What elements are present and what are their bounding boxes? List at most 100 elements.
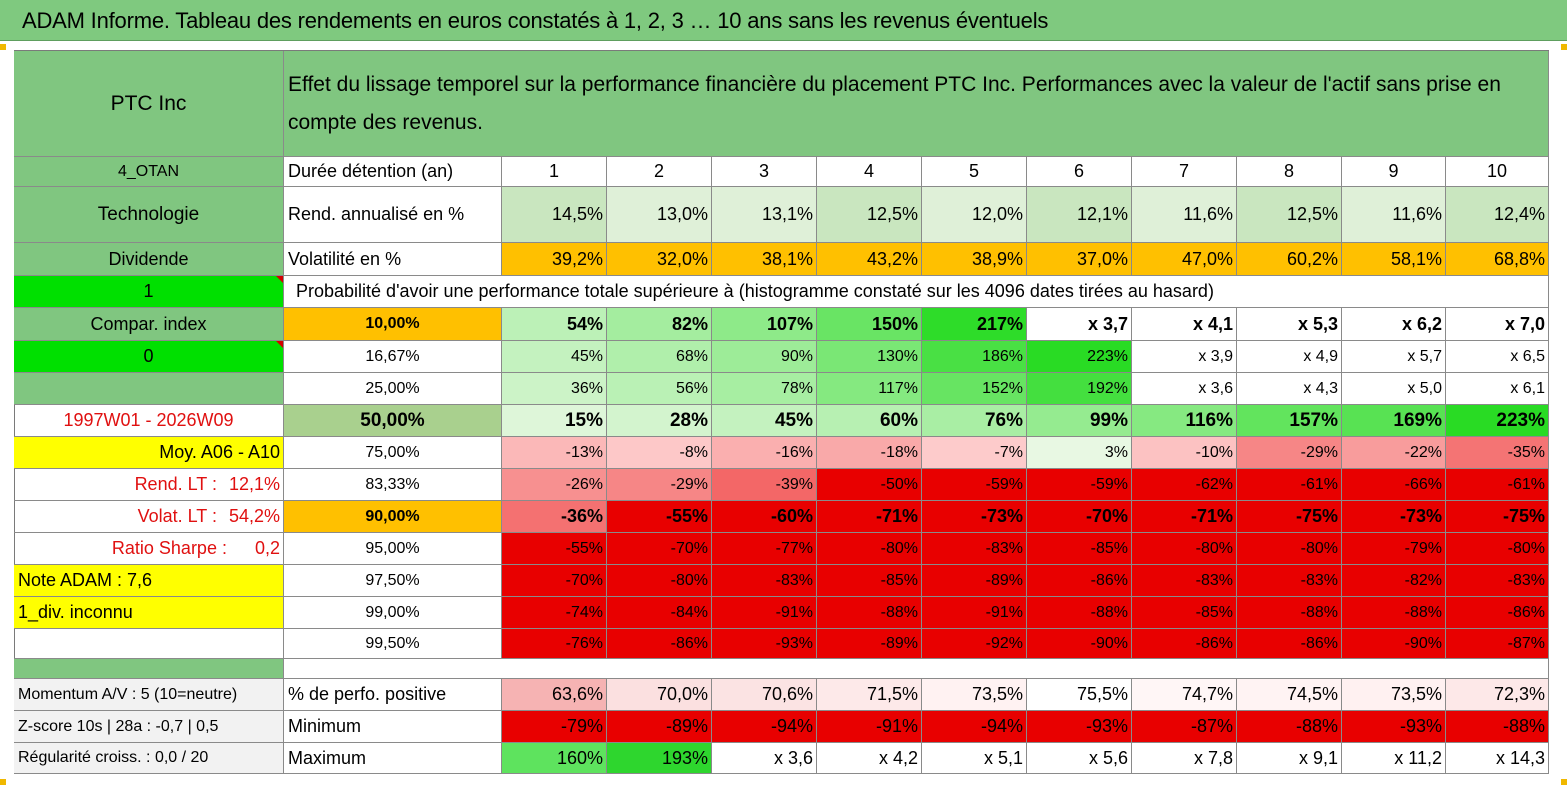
proba-cell: -85% (1027, 533, 1132, 565)
proba-cell: -85% (817, 565, 922, 597)
proba-cell: 78% (712, 373, 817, 405)
year-header: 3 (712, 157, 817, 187)
proba-cell: 3% (1027, 437, 1132, 469)
flag-one[interactable]: 1 (14, 276, 284, 308)
proba-cell: -88% (1027, 597, 1132, 629)
rend-lt-label: Rend. LT : (134, 474, 217, 494)
proba-cell: 116% (1132, 405, 1237, 437)
empty-cell (14, 629, 284, 659)
vol-cell: 38,1% (712, 243, 817, 276)
proba-cell: 107% (712, 308, 817, 341)
proba-cell: -73% (1342, 501, 1446, 533)
proba-cell: -70% (607, 533, 712, 565)
proba-cell: -88% (1342, 597, 1446, 629)
proba-threshold: 16,67% (284, 341, 502, 373)
vol-cell: 43,2% (817, 243, 922, 276)
proba-cell: -80% (1446, 533, 1549, 565)
proba-cell: -10% (1132, 437, 1237, 469)
proba-cell: 54% (502, 308, 607, 341)
perfo-pos-cell: 73,5% (1342, 679, 1446, 711)
proba-cell: x 5,7 (1342, 341, 1446, 373)
rend-cell: 13,1% (712, 187, 817, 243)
spacer-cell (284, 659, 1549, 679)
proba-cell: x 3,6 (1132, 373, 1237, 405)
minimum-cell: -88% (1446, 711, 1549, 743)
proba-threshold: 90,00% (284, 501, 502, 533)
proba-cell: 45% (502, 341, 607, 373)
rend-cell: 12,5% (1237, 187, 1342, 243)
vol-cell: 39,2% (502, 243, 607, 276)
volat-lt-label: Volat. LT : (137, 506, 217, 526)
proba-cell: -91% (922, 597, 1027, 629)
proba-cell: 152% (922, 373, 1027, 405)
empty-green-cell (14, 373, 284, 405)
proba-cell: -83% (1237, 565, 1342, 597)
year-header: 4 (817, 157, 922, 187)
rend-lt-value: 12,1% (228, 474, 280, 494)
proba-cell: -29% (607, 469, 712, 501)
proba-cell: -86% (1446, 597, 1549, 629)
proba-cell: 186% (922, 341, 1027, 373)
proba-threshold: 83,33% (284, 469, 502, 501)
proba-threshold: 99,50% (284, 629, 502, 659)
proba-cell: 99% (1027, 405, 1132, 437)
proba-cell: -82% (1342, 565, 1446, 597)
minimum-label: Minimum (284, 711, 502, 743)
proba-cell: -74% (502, 597, 607, 629)
vol-cell: 68,8% (1446, 243, 1549, 276)
proba-cell: -76% (502, 629, 607, 659)
rend-label: Rend. annualisé en % (284, 187, 502, 243)
maximum-cell: 160% (502, 743, 607, 774)
proba-cell: -8% (607, 437, 712, 469)
proba-cell: -55% (607, 501, 712, 533)
proba-caption: Probabilité d'avoir une performance tota… (284, 276, 1549, 308)
flag-zero[interactable]: 0 (14, 341, 284, 373)
asset-name: PTC Inc (14, 51, 284, 157)
proba-cell: -61% (1237, 469, 1342, 501)
proba-cell: -59% (922, 469, 1027, 501)
proba-cell: -29% (1237, 437, 1342, 469)
vol-cell: 37,0% (1027, 243, 1132, 276)
proba-cell: -55% (502, 533, 607, 565)
sharpe-value: 0,2 (254, 538, 280, 558)
volat-lt-value: 54,2% (228, 506, 280, 526)
proba-cell: x 3,7 (1027, 308, 1132, 341)
perfo-pos-label: % de perfo. positive (284, 679, 502, 711)
proba-cell: -80% (817, 533, 922, 565)
proba-cell: -86% (1027, 565, 1132, 597)
vol-cell: 60,2% (1237, 243, 1342, 276)
proba-cell: -86% (1132, 629, 1237, 659)
vol-cell: 38,9% (922, 243, 1027, 276)
proba-cell: -79% (1342, 533, 1446, 565)
proba-cell: -91% (712, 597, 817, 629)
proba-cell: 68% (607, 341, 712, 373)
momentum-label: Momentum A/V : 5 (10=neutre) (14, 679, 284, 711)
maximum-cell: x 9,1 (1237, 743, 1342, 774)
proba-cell: -90% (1342, 629, 1446, 659)
proba-cell: -87% (1446, 629, 1549, 659)
maximum-cell: x 11,2 (1342, 743, 1446, 774)
proba-cell: 130% (817, 341, 922, 373)
proba-cell: -71% (817, 501, 922, 533)
perfo-pos-cell: 74,7% (1132, 679, 1237, 711)
proba-cell: -88% (817, 597, 922, 629)
proba-cell: 82% (607, 308, 712, 341)
perfo-pos-cell: 70,6% (712, 679, 817, 711)
proba-cell: -59% (1027, 469, 1132, 501)
corner-mark (0, 44, 6, 50)
proba-cell: -83% (922, 533, 1027, 565)
proba-cell: -26% (502, 469, 607, 501)
proba-threshold: 10,00% (284, 308, 502, 341)
proba-cell: x 7,0 (1446, 308, 1549, 341)
proba-cell: 45% (712, 405, 817, 437)
minimum-cell: -79% (502, 711, 607, 743)
proba-cell: x 4,9 (1237, 341, 1342, 373)
proba-cell: -83% (1132, 565, 1237, 597)
proba-cell: -84% (607, 597, 712, 629)
proba-cell: -73% (922, 501, 1027, 533)
proba-cell: 223% (1446, 405, 1549, 437)
proba-cell: -62% (1132, 469, 1237, 501)
proba-cell: 217% (922, 308, 1027, 341)
rend-cell: 13,0% (607, 187, 712, 243)
maximum-cell: x 3,6 (712, 743, 817, 774)
